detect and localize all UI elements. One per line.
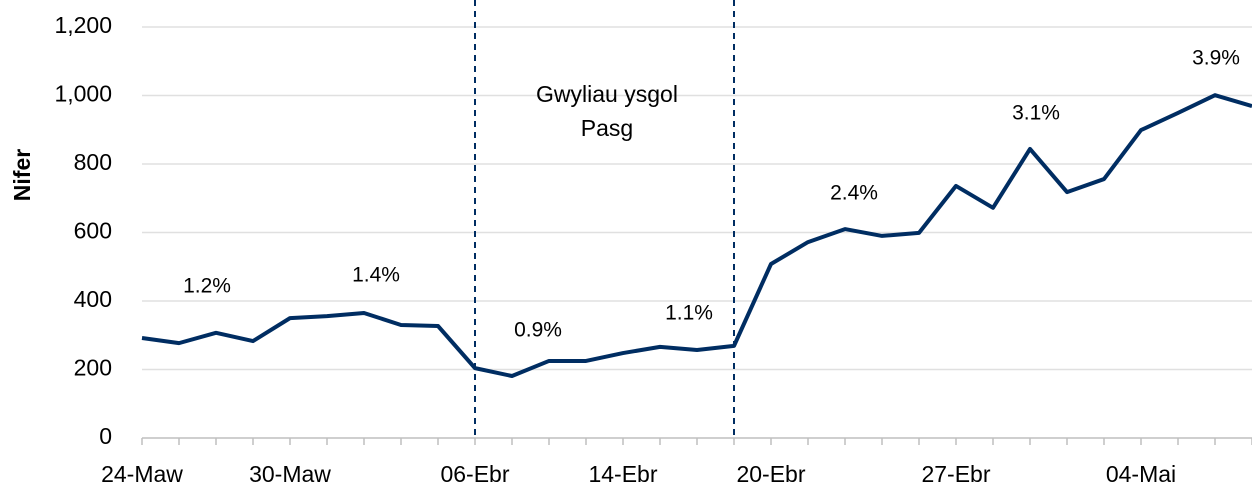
y-tick-label: 800: [74, 149, 112, 175]
period-label: Gwyliau ysgol: [536, 81, 678, 107]
annotation: 2.4%: [830, 182, 878, 205]
annotation: 1.4%: [352, 264, 400, 287]
annotation: 3.9%: [1192, 47, 1240, 70]
x-tick-label: 24-Maw: [101, 461, 183, 487]
annotation: 1.2%: [183, 275, 231, 298]
annotation: 0.9%: [514, 319, 562, 342]
y-tick-label: 600: [74, 218, 112, 244]
x-tick-label: 04-Mai: [1106, 461, 1176, 487]
x-tick-label: 27-Ebr: [921, 461, 990, 487]
y-tick-label: 0: [99, 423, 112, 449]
annotation: 3.1%: [1012, 102, 1060, 125]
y-axis-label: Nifer: [9, 149, 35, 201]
data-line: [141, 93, 1252, 379]
y-tick-label: 400: [74, 286, 112, 312]
annotation: 1.1%: [665, 302, 713, 325]
x-tick-label: 20-Ebr: [736, 461, 805, 487]
y-tick-label: 1,000: [54, 81, 112, 107]
y-tick-label: 1,200: [54, 12, 112, 38]
x-tick-label: 06-Ebr: [440, 461, 509, 487]
x-tick-label: 14-Ebr: [588, 461, 657, 487]
period-label: Pasg: [581, 115, 633, 141]
y-tick-label: 200: [74, 355, 112, 381]
x-tick-label: 30-Maw: [249, 461, 331, 487]
